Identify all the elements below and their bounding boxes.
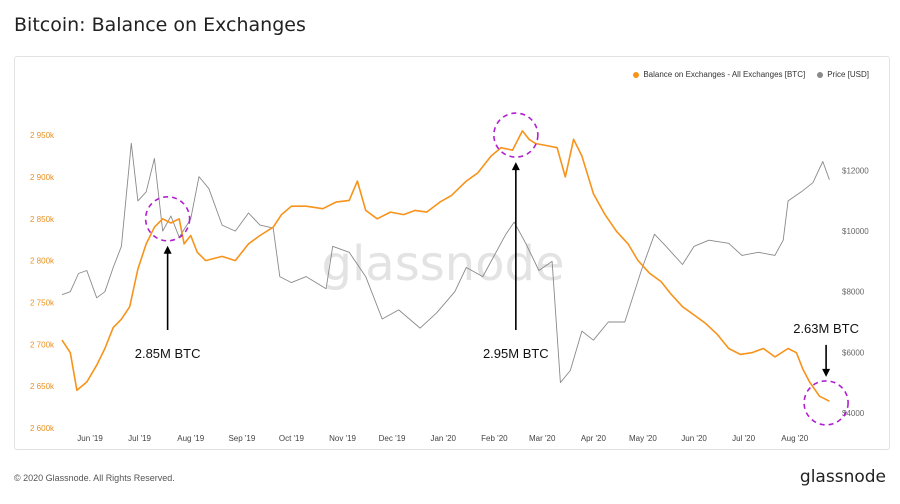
x-tick-label: Dec '19 [379,434,406,443]
annotation-circle [493,112,539,158]
annotation-label: 2.63M BTC [793,321,859,336]
x-tick-label: Oct '19 [279,434,305,443]
y-left-tick-label: 2 900k [30,173,55,182]
legend-item-balance[interactable]: Balance on Exchanges - All Exchanges [BT… [633,70,805,79]
y-left-tick-label: 2 600k [30,424,55,433]
y-left-tick-label: 2 800k [30,257,55,266]
annotation-circle [144,195,191,242]
y-left-tick-label: 2 750k [30,298,55,307]
chart-legend: Balance on Exchanges - All Exchanges [BT… [633,70,869,79]
y-right-tick-label: $4000 [842,409,865,418]
y-left-tick-label: 2 650k [30,382,55,391]
chart-watermark: glassnode [321,236,564,292]
x-tick-label: Sep '19 [228,434,255,443]
x-tick-label: Apr '20 [581,434,607,443]
annotation-layer: 2.85M BTC 2.95M BTC 2.63M BTC [135,112,859,426]
legend-dot-balance [633,71,640,78]
y-axis-right: $4000 $6000 $8000 $10000 $12000 [842,167,869,418]
footer-logo: glassnode [799,467,886,487]
series-line-price [61,142,830,384]
x-tick-label: Jul '20 [732,434,755,443]
y-left-tick-label: 2 700k [30,340,55,349]
x-tick-label: Jul '19 [128,434,151,443]
x-tick-label: Jun '19 [77,434,103,443]
series-line-balance [61,130,830,402]
annotation-arrowhead [511,162,520,171]
footer-copyright: © 2020 Glassnode. All Rights Reserved. [14,473,175,483]
x-tick-label: Nov '19 [329,434,356,443]
x-tick-label: Jan '20 [430,434,456,443]
y-left-tick-label: 2 950k [30,131,55,140]
annotation-label: 2.85M BTC [135,346,201,361]
legend-item-price[interactable]: Price [USD] [817,70,869,79]
x-tick-label: Mar '20 [529,434,556,443]
y-right-tick-label: $6000 [842,348,865,357]
page-title: Bitcoin: Balance on Exchanges [14,14,306,36]
x-tick-label: Aug '20 [781,434,808,443]
legend-dot-price [817,71,824,78]
annotation-label: 2.95M BTC [483,346,549,361]
x-tick-label: Aug '19 [177,434,204,443]
x-tick-label: Feb '20 [481,434,508,443]
annotation-arrowhead [822,368,831,377]
series-layer [61,130,830,402]
legend-label-price: Price [USD] [827,70,869,79]
y-right-tick-label: $12000 [842,167,869,176]
x-axis: Jun '19 Jul '19 Aug '19 Sep '19 Oct '19 Nov '… [77,434,808,443]
chart-card: Balance on Exchanges - All Exchanges [BT… [14,56,890,450]
x-tick-label: Jun '20 [681,434,707,443]
y-right-tick-label: $8000 [842,288,865,297]
y-left-tick-label: 2 850k [30,215,55,224]
y-axis-left: 2 600k 2 650k 2 700k 2 750k 2 800k 2 850k 2 90… [30,131,55,433]
x-tick-label: May '20 [629,434,657,443]
annotation-circle [803,380,849,426]
y-right-tick-label: $10000 [842,227,869,236]
legend-label-balance: Balance on Exchanges - All Exchanges [BT… [643,70,806,79]
annotation-arrowhead [163,245,172,254]
